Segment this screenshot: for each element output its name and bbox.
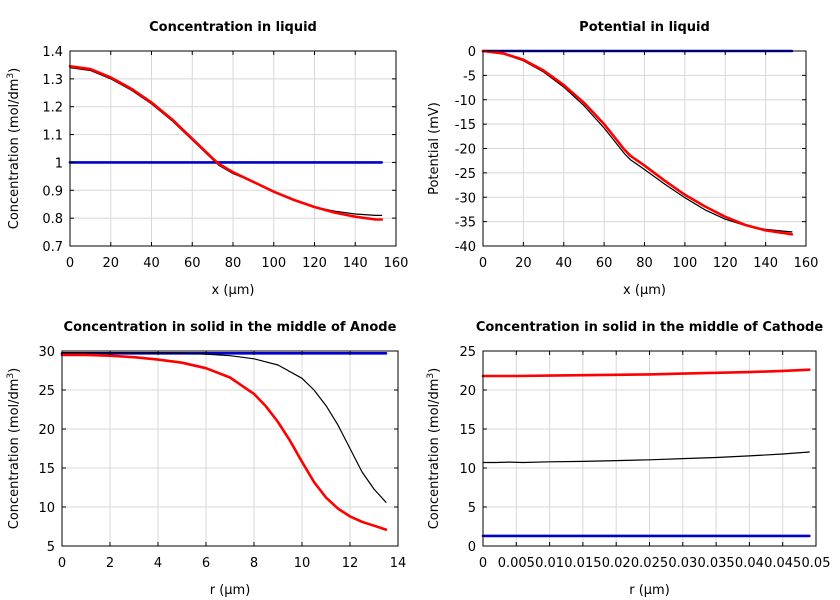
x-tick-label: 140 xyxy=(343,256,368,271)
y-tick-label: 0.9 xyxy=(42,184,63,199)
x-tick-label: 60 xyxy=(596,256,613,271)
y-axis-label: Concentration (mol/dm3) xyxy=(6,368,22,530)
x-tick-label: 0.045 xyxy=(764,556,801,571)
x-tick-label: 2 xyxy=(106,556,114,571)
x-tick-label: 4 xyxy=(154,556,162,571)
chart-title: Potential in liquid xyxy=(579,20,710,35)
y-axis-label: Potential (mV) xyxy=(427,102,442,195)
series-line-3 xyxy=(60,353,388,531)
x-tick-label: 160 xyxy=(384,256,409,271)
x-tick-label: 120 xyxy=(713,256,738,271)
x-tick-label: 0.015 xyxy=(564,556,601,571)
x-tick-label: 6 xyxy=(202,556,210,571)
x-tick-label: 140 xyxy=(753,256,778,271)
chart-panel-4: 0 0.005 0.01 0.015 0.02 0.025 0.03 0.035 0.04 0.0… xyxy=(426,320,830,598)
x-tick-label: 0.025 xyxy=(631,556,668,571)
y-tick-label: 0.8 xyxy=(42,212,63,227)
y-tick-label: 25 xyxy=(38,384,55,399)
y-tick-label: 0.7 xyxy=(42,240,63,255)
x-tick-label: 0 xyxy=(58,556,66,571)
x-tick-label: 40 xyxy=(143,256,160,271)
chart-title: Concentration in liquid xyxy=(149,20,317,35)
y-tick-label: 1.1 xyxy=(42,129,63,144)
x-tick-label: 160 xyxy=(794,256,819,271)
x-tick-label: 60 xyxy=(184,256,201,271)
y-tick-label: 20 xyxy=(459,384,476,399)
series-line-2 xyxy=(69,67,383,216)
y-tick-label: 10 xyxy=(459,462,476,477)
x-tick-label: 0.04 xyxy=(735,556,764,571)
chart-title: Concentration in solid in the middle of … xyxy=(476,320,824,335)
x-tick-label: 0.02 xyxy=(602,556,631,571)
y-tick-label: 5 xyxy=(47,540,55,555)
x-tick-label: 12 xyxy=(342,556,359,571)
x-tick-label: 0 xyxy=(66,256,74,271)
x-axis-label: r (µm) xyxy=(629,583,670,598)
y-tick-label: 1 xyxy=(55,156,63,171)
chart-panel-3: 0 2 4 6 8 10 12 14 5 10 15 20 25 30 Concentration in s… xyxy=(6,320,406,598)
x-tick-label: 0.035 xyxy=(697,556,734,571)
x-tick-label: 80 xyxy=(225,256,242,271)
x-tick-label: 20 xyxy=(515,256,532,271)
y-tick-label: 5 xyxy=(468,501,476,516)
y-tick-label: -15 xyxy=(455,118,476,133)
y-tick-label: -10 xyxy=(455,94,476,109)
chart-panel-1: 0 20 40 60 80 100 120 140 160 0.7 0.8 0.9 1 1.1 1.2 1.3… xyxy=(6,20,408,298)
y-tick-label: 0 xyxy=(468,45,476,60)
series-line-2 xyxy=(482,50,793,233)
series-line-2 xyxy=(482,451,810,464)
y-tick-label: -20 xyxy=(455,143,476,158)
y-tick-label: 30 xyxy=(38,345,55,360)
plot-frame xyxy=(61,350,399,547)
y-tick-label: 1.2 xyxy=(42,101,63,116)
x-tick-label: 80 xyxy=(636,256,653,271)
y-tick-label: -25 xyxy=(455,167,476,182)
y-tick-label: 0 xyxy=(468,540,476,555)
y-tick-label: 1.4 xyxy=(42,45,63,60)
x-tick-label: 100 xyxy=(261,256,286,271)
y-axis-label: Concentration (mol/dm3) xyxy=(6,68,22,230)
x-tick-label: 8 xyxy=(250,556,258,571)
x-tick-label: 0 xyxy=(479,256,487,271)
x-tick-label: 14 xyxy=(390,556,407,571)
series-line-3 xyxy=(481,368,811,378)
y-tick-label: -5 xyxy=(463,69,476,84)
y-axis-label: Concentration (mol/dm3) xyxy=(426,368,442,530)
x-axis-label: x (µm) xyxy=(623,283,666,298)
y-tick-label: 20 xyxy=(38,423,55,438)
x-tick-label: 120 xyxy=(302,256,327,271)
y-tick-label: 1.3 xyxy=(42,73,63,88)
y-tick-label: -40 xyxy=(455,240,476,255)
series-line-2 xyxy=(61,352,387,503)
x-tick-label: 40 xyxy=(555,256,572,271)
y-tick-label: -30 xyxy=(455,191,476,206)
x-axis-label: r (µm) xyxy=(210,583,251,598)
series-line-3 xyxy=(481,49,794,236)
y-tick-label: 15 xyxy=(38,462,55,477)
x-axis-label: x (µm) xyxy=(212,283,255,298)
x-tick-label: 0.01 xyxy=(535,556,564,571)
x-tick-label: 0.05 xyxy=(802,556,831,571)
series-line-3 xyxy=(68,65,384,221)
y-tick-label: 10 xyxy=(38,501,55,516)
chart-panel-2: 0 20 40 60 80 100 120 140 160 -40 -35 -30 -25 -20 -15 -… xyxy=(427,20,818,298)
x-tick-label: 0 xyxy=(479,556,487,571)
y-tick-label: 15 xyxy=(459,423,476,438)
x-tick-label: 20 xyxy=(102,256,119,271)
y-tick-label: -35 xyxy=(455,216,476,231)
x-tick-label: 100 xyxy=(672,256,697,271)
y-tick-label: 25 xyxy=(459,345,476,360)
x-tick-label: 10 xyxy=(294,556,311,571)
x-tick-label: 0.005 xyxy=(498,556,535,571)
chart-title: Concentration in solid in the middle of … xyxy=(64,320,397,335)
x-tick-label: 0.03 xyxy=(668,556,697,571)
